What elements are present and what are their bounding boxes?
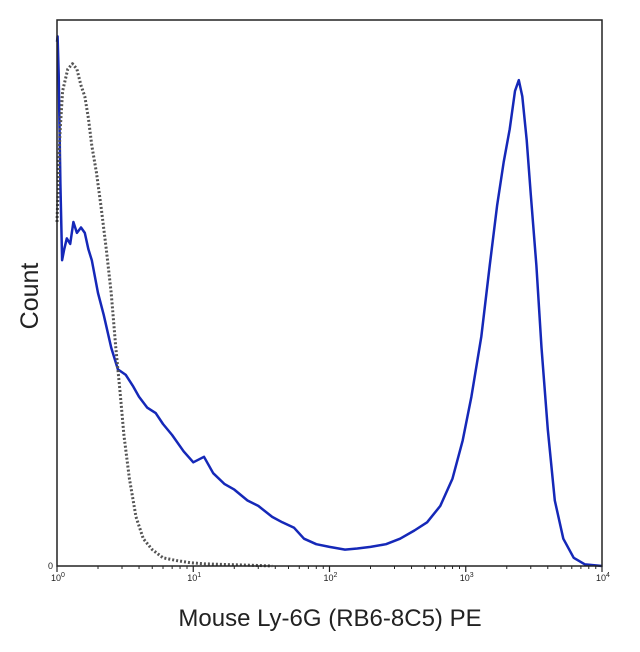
x-axis-label: Mouse Ly-6G (RB6-8C5) PE xyxy=(178,605,481,632)
x-tick-label: 104 xyxy=(596,572,610,583)
y-axis-label: Count xyxy=(16,263,44,330)
series-line-1 xyxy=(55,35,603,568)
x-axis-ticks: 100 101 102 103 104 xyxy=(51,566,610,583)
x-tick-label: 100 xyxy=(51,572,65,583)
series-layer xyxy=(55,35,603,568)
x-tick-label: 101 xyxy=(187,572,201,583)
y-tick-label: 0 xyxy=(48,561,53,571)
x-tick-label: 103 xyxy=(460,572,474,583)
series-line-2 xyxy=(55,62,273,568)
x-tick-label: 102 xyxy=(324,572,338,583)
plot-background xyxy=(57,20,602,566)
y-axis-ticks: 0 xyxy=(48,561,53,571)
